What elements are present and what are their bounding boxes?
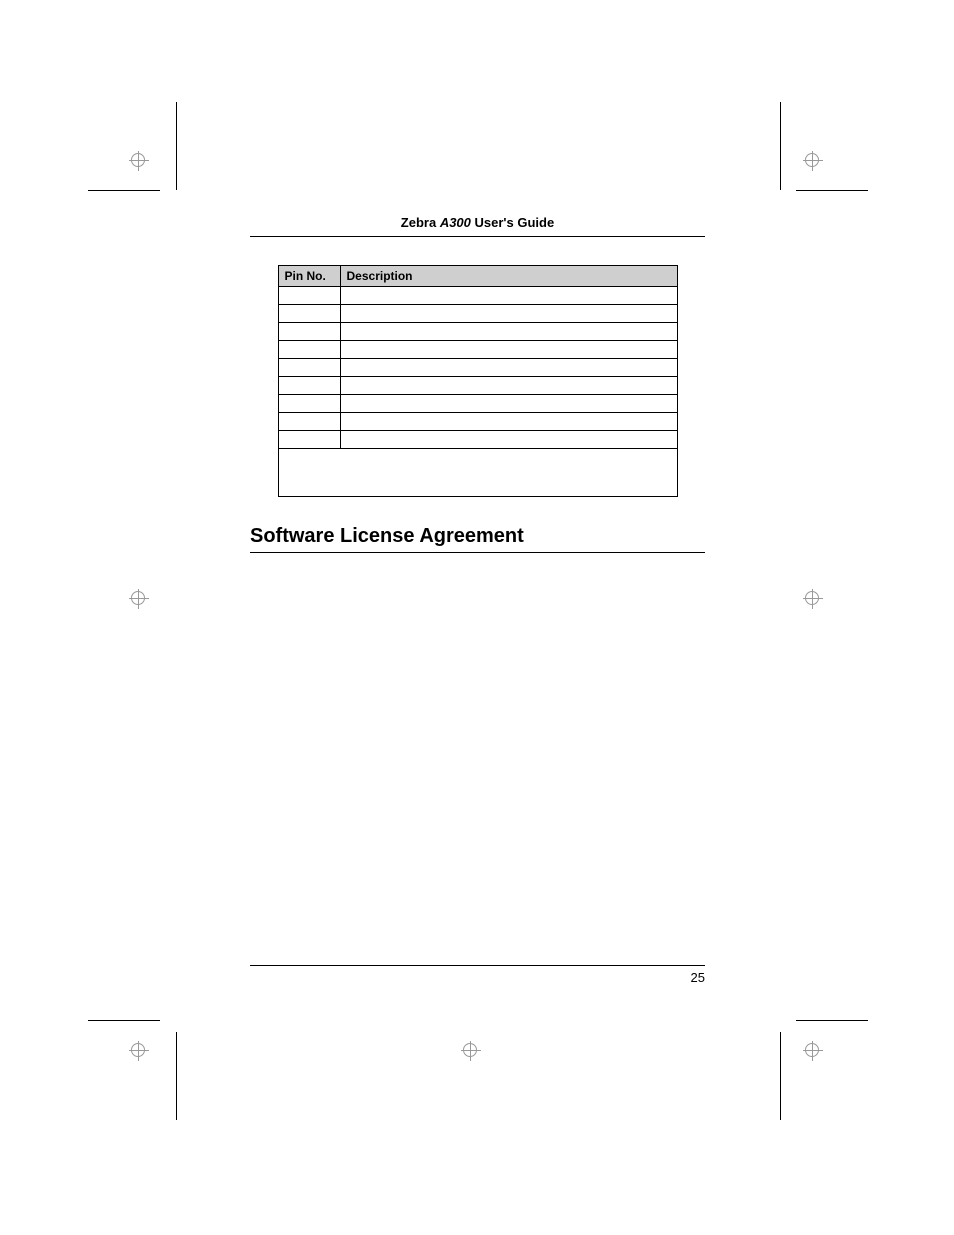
table-row <box>278 305 677 323</box>
page-number: 25 <box>250 970 705 985</box>
section-title: Software License Agreement <box>250 525 705 553</box>
table-row <box>278 287 677 305</box>
header-rule <box>250 236 705 237</box>
col-header-desc: Description <box>340 266 677 287</box>
header-prefix: Zebra <box>401 215 440 230</box>
table-row <box>278 413 677 431</box>
pin-table-body <box>278 287 677 497</box>
running-header: Zebra A300 User's Guide <box>250 215 705 236</box>
page-content: Zebra A300 User's Guide Pin No. Descript… <box>250 215 705 567</box>
table-row <box>278 377 677 395</box>
header-suffix: User's Guide <box>471 215 554 230</box>
table-row <box>278 431 677 449</box>
page-footer: 25 <box>250 965 705 985</box>
col-header-pin: Pin No. <box>278 266 340 287</box>
table-row <box>278 395 677 413</box>
footer-rule <box>250 965 705 966</box>
table-footnote-row <box>278 449 677 497</box>
table-row <box>278 323 677 341</box>
header-model: A300 <box>440 215 471 230</box>
table-row <box>278 359 677 377</box>
pin-table: Pin No. Description <box>278 265 678 497</box>
table-row <box>278 341 677 359</box>
